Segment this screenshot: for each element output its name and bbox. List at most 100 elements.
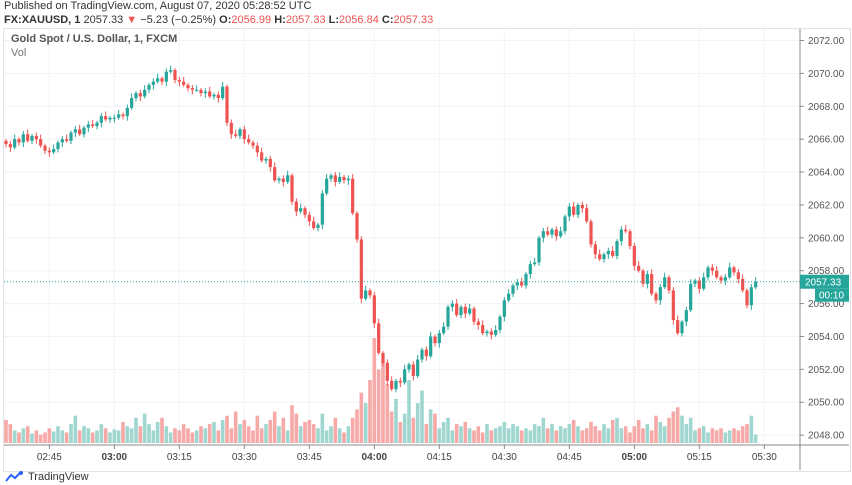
close-value: 2057.33 (393, 14, 434, 26)
candle (281, 175, 285, 187)
candle-body (468, 308, 472, 314)
volume-bar (641, 428, 645, 443)
candle-body (416, 359, 420, 376)
volume-bar (506, 428, 511, 443)
candle (606, 247, 610, 259)
candle-body (169, 70, 173, 72)
volume-bar (229, 428, 234, 443)
volume-bar (480, 432, 485, 443)
volume-bar (212, 422, 216, 443)
candle (47, 147, 51, 157)
candle-body (320, 193, 324, 225)
candle (264, 156, 268, 164)
volume-bar (376, 369, 381, 443)
candle (216, 91, 220, 103)
volume-bar (736, 430, 741, 443)
tradingview-logo[interactable]: TradingView (5, 471, 89, 483)
candle-body (754, 281, 758, 288)
candle-body (611, 250, 615, 256)
volume-bar (194, 430, 199, 443)
candle (4, 138, 8, 148)
volume-bar (658, 422, 663, 443)
candle-body (502, 300, 506, 317)
volume-bar (4, 419, 8, 443)
volume-bar (619, 428, 624, 443)
candle (429, 331, 433, 359)
candle (130, 93, 134, 110)
candle (325, 174, 329, 196)
candle (481, 320, 485, 336)
volume-bar (489, 430, 494, 443)
x-tick-label: 03:45 (297, 452, 322, 463)
candle-body (728, 267, 732, 278)
candle-body (654, 293, 658, 301)
volume-bar (337, 428, 342, 443)
candle-body (515, 282, 519, 286)
candle (212, 92, 216, 100)
candle-body (593, 244, 597, 255)
volume-bar (584, 428, 589, 443)
candle-body (429, 336, 433, 357)
volume-bar (688, 417, 693, 443)
candle (73, 126, 77, 138)
candle (112, 114, 116, 123)
candle (403, 364, 407, 385)
candle (143, 85, 147, 99)
candle (641, 268, 645, 288)
volume-bar (155, 422, 160, 443)
candle (663, 272, 667, 290)
volume-bar (472, 430, 476, 443)
volume-bar (56, 426, 60, 443)
candle-body (550, 229, 554, 235)
volume-bar (281, 417, 286, 443)
candle (589, 219, 593, 248)
brand-name: TradingView (28, 471, 89, 483)
volume-bar (654, 415, 658, 443)
candle-body (507, 293, 511, 301)
candle (104, 111, 108, 122)
candle (593, 241, 597, 259)
candle-body (307, 214, 311, 222)
candle-body (554, 229, 558, 237)
volume-bar (255, 415, 260, 443)
candle-body (108, 117, 112, 120)
candle (346, 175, 350, 185)
candle (741, 274, 745, 293)
x-tick-label: 04:00 (362, 452, 388, 463)
volume-bar (30, 433, 34, 443)
candle (407, 362, 411, 373)
candle (99, 112, 103, 128)
volume-bar (350, 417, 355, 443)
volume-bar (359, 392, 364, 443)
volume-bar (467, 428, 472, 443)
volume-bar (415, 403, 420, 443)
volume-bar (125, 426, 130, 443)
candle (446, 304, 450, 330)
candle-body (294, 201, 298, 212)
candle-body (736, 272, 740, 279)
candle-body (437, 333, 441, 344)
volume-bar (134, 417, 138, 443)
y-tick-label: 2068.00 (808, 102, 845, 113)
triangle-down-icon: ▼ (126, 14, 138, 26)
volume-bar (693, 430, 697, 443)
volume-bar (372, 338, 377, 443)
candle (684, 306, 688, 327)
candle (208, 86, 212, 99)
candle-body (619, 229, 623, 242)
volume-bar (753, 434, 758, 443)
candle-body (346, 178, 350, 181)
candle (368, 288, 372, 299)
volume-bar (160, 417, 164, 443)
candle-body (615, 241, 619, 256)
candle (91, 119, 95, 128)
candle (632, 242, 636, 271)
candle-body (21, 134, 25, 143)
candle-body (260, 152, 264, 161)
candle-body (112, 117, 116, 119)
candle (559, 226, 563, 239)
volume-bar (589, 422, 593, 443)
candle (676, 315, 680, 336)
candle-body (69, 132, 73, 141)
